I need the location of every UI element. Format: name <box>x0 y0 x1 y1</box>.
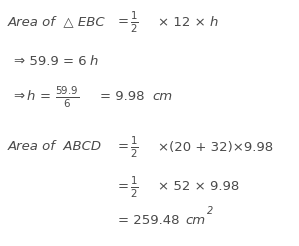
Text: ⇒: ⇒ <box>14 91 29 104</box>
Text: × 12 ×: × 12 × <box>158 15 206 29</box>
Text: =: = <box>118 15 129 29</box>
Text: $\frac{59.9}{6}$: $\frac{59.9}{6}$ <box>55 84 79 110</box>
Text: h: h <box>210 15 218 29</box>
Text: × 52 × 9.98: × 52 × 9.98 <box>158 181 239 194</box>
Text: $\frac{1}{2}$: $\frac{1}{2}$ <box>130 134 138 160</box>
Text: h: h <box>90 56 98 68</box>
Text: cm: cm <box>152 91 172 104</box>
Text: =: = <box>40 91 51 104</box>
Text: $\frac{1}{2}$: $\frac{1}{2}$ <box>130 9 138 35</box>
Text: Area of  ABCD: Area of ABCD <box>8 140 102 154</box>
Text: = 9.98: = 9.98 <box>100 91 144 104</box>
Text: h: h <box>27 91 35 104</box>
Text: = 259.48: = 259.48 <box>118 214 179 227</box>
Text: =: = <box>118 181 129 194</box>
Text: ×(20 + 32)×9.98: ×(20 + 32)×9.98 <box>158 140 273 154</box>
Text: Area of  △ EBC: Area of △ EBC <box>8 15 106 29</box>
Text: =: = <box>118 140 129 154</box>
Text: cm: cm <box>185 214 205 227</box>
Text: $\frac{1}{2}$: $\frac{1}{2}$ <box>130 174 138 200</box>
Text: ⇒ 59.9 = 6: ⇒ 59.9 = 6 <box>14 56 87 68</box>
Text: 2: 2 <box>207 206 213 216</box>
